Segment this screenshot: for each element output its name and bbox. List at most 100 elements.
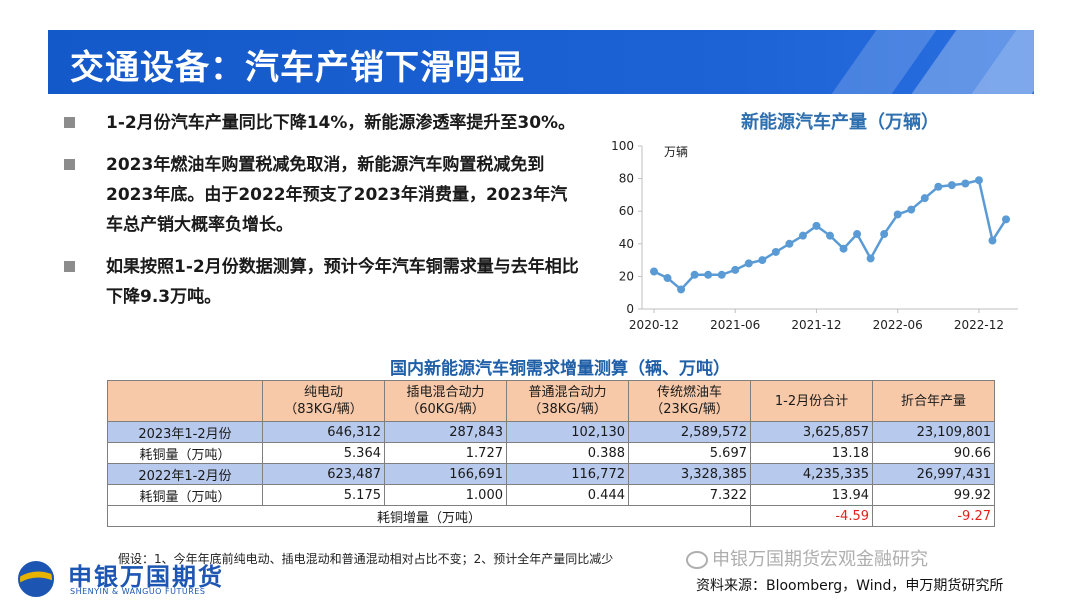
table-row: 2023年1-2月份 646,312 287,843 102,130 2,589… — [107, 421, 995, 443]
table-row: 2022年1-2月份 623,487 166,691 116,772 3,328… — [107, 463, 995, 485]
data-point — [758, 256, 767, 265]
row-label: 2022年1-2月份 — [107, 463, 263, 485]
data-point — [771, 247, 780, 256]
y-tick-label: 100 — [611, 139, 634, 153]
data-point — [677, 285, 686, 294]
data-point — [663, 274, 672, 283]
table-cell: 7.322 — [628, 484, 751, 506]
data-point — [920, 194, 929, 203]
logo-globe-icon — [18, 561, 54, 597]
bullet-item: 2023年燃油车购置税减免取消，新能源汽车购置税减免到2023年底。由于2022… — [64, 150, 584, 240]
table-cell: 0.388 — [506, 442, 629, 464]
bullet-item: 1-2月份汽车产量同比下降14%，新能源渗透率提升至30%。 — [64, 108, 584, 138]
header-cell — [107, 380, 263, 422]
table-cell: 623,487 — [262, 463, 385, 485]
increment-annual: -9.27 — [872, 505, 995, 527]
x-tick-label: 2021-12 — [791, 318, 841, 332]
header-cell: 传统燃油车 （23KG/辆） — [628, 380, 751, 422]
bullet-text: 1-2月份汽车产量同比下降14%，新能源渗透率提升至30%。 — [106, 113, 576, 133]
table-cell: 5.697 — [628, 442, 751, 464]
row-label: 2023年1-2月份 — [107, 421, 263, 443]
bullet-text: 2023年燃油车购置税减免取消，新能源汽车购置税减免到2023年底。由于2022… — [106, 155, 568, 235]
data-point — [785, 239, 794, 248]
increment-total: -4.59 — [750, 505, 873, 527]
data-point — [826, 231, 834, 240]
table-cell: 13.94 — [750, 484, 873, 506]
data-point — [1002, 215, 1010, 224]
data-point — [853, 230, 862, 239]
table-cell: 646,312 — [262, 421, 385, 443]
table-cell: 116,772 — [506, 463, 629, 485]
table-cell: 3,328,385 — [628, 463, 751, 485]
header-cell: 1-2月份合计 — [750, 380, 873, 422]
y-tick-label: 40 — [619, 237, 634, 251]
bullet-square-icon — [64, 159, 75, 170]
table-cell: 3,625,857 — [750, 421, 873, 443]
table-row: 耗铜量（万吨） 5.364 1.727 0.388 5.697 13.18 90… — [107, 442, 995, 464]
data-point — [974, 176, 983, 185]
table-cell: 166,691 — [384, 463, 507, 485]
company-logo: 申银万国期货 SHENYIN & WANGUO FUTURES — [10, 555, 240, 601]
row-label: 耗铜量（万吨） — [107, 484, 263, 506]
data-point — [988, 236, 997, 245]
table-cell: 2,589,572 — [628, 421, 751, 443]
page-title: 交通设备：汽车产销下滑明显 — [70, 48, 525, 88]
data-point — [907, 205, 916, 214]
y-unit-label: 万辆 — [664, 145, 688, 159]
copper-demand-table: 纯电动 （83KG/辆） 插电混合动力 （60KG/辆） 普通混合动力 （38KG/辆… — [107, 380, 995, 527]
data-point — [880, 230, 889, 239]
data-point — [961, 179, 970, 188]
table-cell: 90.66 — [872, 442, 995, 464]
header-cell: 普通混合动力 （38KG/辆） — [506, 380, 629, 422]
data-point — [690, 270, 699, 279]
bullet-square-icon — [64, 117, 75, 128]
table-row-increment: 耗铜增量（万吨） -4.59 -9.27 — [107, 505, 995, 527]
table-cell: 0.444 — [506, 484, 629, 506]
table-title: 国内新能源汽车铜需求增量测算（辆、万吨） — [390, 359, 730, 379]
table-cell: 102,130 — [506, 421, 629, 443]
bullet-text: 如果按照1-2月份数据测算，预计今年汽车铜需求量与去年相比下降9.3万吨。 — [106, 257, 579, 307]
y-tick-label: 0 — [626, 302, 634, 316]
bullet-square-icon — [64, 261, 75, 272]
x-tick-label: 2022-06 — [873, 318, 923, 332]
data-point — [650, 267, 658, 276]
logo-text-en: SHENYIN & WANGUO FUTURES — [70, 587, 206, 596]
data-point — [744, 259, 753, 268]
table-cell: 5.175 — [262, 484, 385, 506]
data-point — [717, 270, 726, 279]
watermark: 申银万国期货宏观金融研究 — [686, 545, 928, 571]
data-point — [947, 181, 956, 190]
header-cell: 纯电动 （83KG/辆） — [262, 380, 385, 422]
data-point — [934, 182, 943, 191]
chart-title: 新能源汽车产量（万辆） — [741, 112, 939, 133]
header-cell: 折合年产量 — [872, 380, 995, 422]
data-point — [893, 210, 902, 219]
y-tick-label: 80 — [619, 172, 634, 186]
bullet-list: 1-2月份汽车产量同比下降14%，新能源渗透率提升至30%。 2023年燃油车购… — [64, 108, 584, 324]
data-point — [731, 265, 740, 274]
assumption-note: 假设：1、今年年底前纯电动、插电混动和普通混动相对占比不变；2、预计全年产量同比… — [118, 552, 614, 566]
source-text: 资料来源：Bloomberg，Wind，申万期货研究所 — [696, 578, 1004, 594]
table-cell: 4,235,335 — [750, 463, 873, 485]
x-tick-label: 2022-12 — [954, 318, 1004, 332]
row-label: 耗铜量（万吨） — [107, 442, 263, 464]
y-tick-label: 20 — [619, 269, 634, 283]
data-point — [839, 244, 848, 253]
table-header-row: 纯电动 （83KG/辆） 插电混合动力 （60KG/辆） 普通混合动力 （38KG/辆… — [107, 380, 995, 422]
title-banner: 交通设备：汽车产销下滑明显 — [48, 30, 1034, 94]
bullet-item: 如果按照1-2月份数据测算，预计今年汽车铜需求量与去年相比下降9.3万吨。 — [64, 252, 584, 312]
table-cell: 23,109,801 — [872, 421, 995, 443]
x-tick-label: 2021-06 — [710, 318, 760, 332]
x-tick-label: 2020-12 — [629, 318, 679, 332]
table-cell: 13.18 — [750, 442, 873, 464]
data-point — [812, 221, 821, 230]
increment-label: 耗铜增量（万吨） — [107, 505, 751, 527]
table-cell: 287,843 — [384, 421, 507, 443]
header-cell: 插电混合动力 （60KG/辆） — [384, 380, 507, 422]
data-point — [704, 270, 713, 279]
table-cell: 26,997,431 — [872, 463, 995, 485]
table-cell: 99.92 — [872, 484, 995, 506]
logo-text-cn: 申银万国期货 — [68, 563, 224, 591]
table-row: 耗铜量（万吨） 5.175 1.000 0.444 7.322 13.94 99… — [107, 484, 995, 506]
data-point — [798, 231, 807, 240]
